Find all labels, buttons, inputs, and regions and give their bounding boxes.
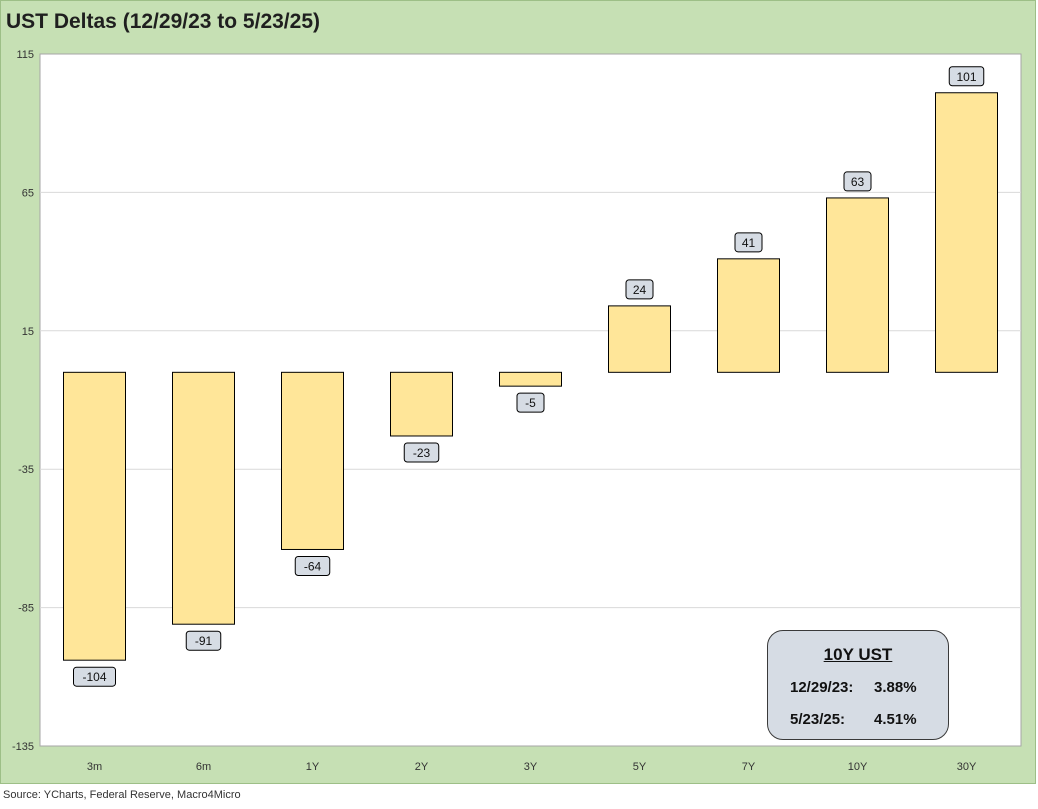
data-label: 101: [956, 70, 976, 84]
y-tick-label: -135: [12, 741, 34, 753]
data-label-box: [73, 666, 116, 687]
data-label-box: [843, 171, 872, 192]
data-label: 24: [633, 283, 647, 297]
x-tick-label: 2Y: [415, 761, 429, 773]
source-note: Source: YCharts, Federal Reserve, Macro4…: [3, 789, 241, 801]
info-row-value: 4.51%: [874, 711, 917, 728]
y-tick-label: 15: [22, 326, 34, 338]
info-row-start: 12/29/23: 3.88%: [790, 679, 917, 696]
info-row-date: 5/23/25:: [790, 711, 846, 728]
bar-7Y: [717, 258, 780, 373]
bar-10Y: [826, 197, 889, 373]
bar-6m: [172, 371, 235, 625]
bar-30Y: [935, 92, 998, 373]
bar-1Y: [281, 371, 344, 550]
bar-2Y: [390, 371, 453, 437]
data-label: -64: [304, 559, 322, 573]
x-tick-label: 10Y: [848, 761, 868, 773]
x-tick-label: 7Y: [742, 761, 756, 773]
info-row-end: 5/23/25: 4.51%: [790, 711, 917, 728]
y-tick-label: -35: [18, 464, 34, 476]
data-label: 63: [851, 175, 865, 189]
data-label-box: [403, 442, 440, 463]
data-label-box: [294, 555, 331, 576]
data-label: -104: [82, 670, 106, 684]
data-label-box: [516, 392, 545, 413]
x-tick-label: 3Y: [524, 761, 538, 773]
chart-title: UST Deltas (12/29/23 to 5/23/25): [6, 10, 320, 33]
y-tick-label: 115: [16, 49, 34, 61]
bar-5Y: [608, 305, 671, 373]
data-label-box: [185, 630, 222, 651]
info-row-date: 12/29/23:: [790, 679, 854, 696]
info-row-value: 3.88%: [874, 679, 917, 696]
ten-year-ust-info-box: 10Y UST 12/29/23: 3.88% 5/23/25: 4.51%: [767, 630, 949, 740]
bar-3Y: [499, 371, 562, 387]
x-tick-label: 6m: [196, 761, 211, 773]
bar-3m: [63, 371, 126, 661]
info-box-title: 10Y UST: [823, 645, 893, 664]
data-label-box: [625, 279, 654, 300]
data-label: -23: [413, 446, 431, 460]
data-label: 41: [742, 236, 756, 250]
data-label: -91: [195, 634, 213, 648]
y-tick-label: -85: [18, 603, 34, 615]
x-tick-label: 30Y: [957, 761, 977, 773]
data-label-box: [948, 66, 985, 87]
data-label: -5: [525, 396, 536, 410]
x-tick-label: 3m: [87, 761, 102, 773]
data-label-box: [734, 232, 763, 253]
x-tick-label: 5Y: [633, 761, 647, 773]
y-tick-label: 65: [22, 187, 34, 199]
x-tick-label: 1Y: [306, 761, 320, 773]
